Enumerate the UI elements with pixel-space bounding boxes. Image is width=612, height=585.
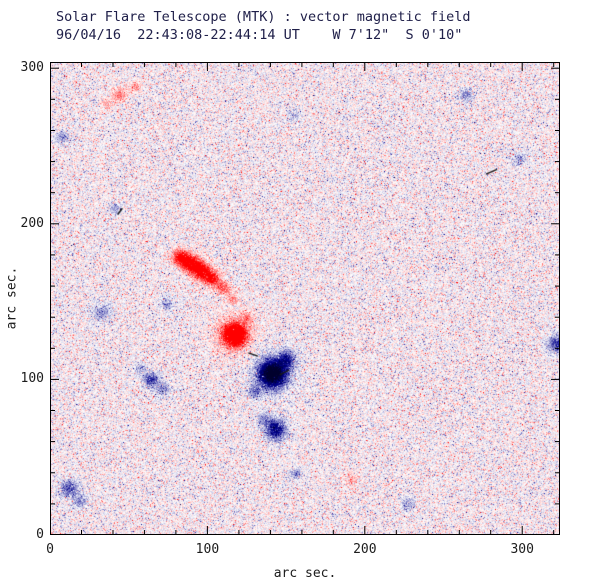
y-axis-label: arc sec.	[4, 266, 20, 330]
x-axis-label: arc sec.	[273, 566, 337, 581]
chart-subtitle: 96/04/16 22:43:08-22:44:14 UT W 7'12" S …	[56, 27, 463, 43]
x-tick-label: 0	[46, 542, 54, 557]
magnetogram-canvas	[50, 62, 560, 535]
y-tick-label: 100	[20, 371, 44, 387]
x-tick-label: 100	[195, 542, 220, 557]
y-tick-label: 0	[36, 527, 44, 542]
axes-frame	[50, 62, 560, 535]
y-tick-label: 300	[20, 60, 44, 76]
y-tick-label: 200	[20, 215, 44, 231]
chart-title: Solar Flare Telescope (MTK) : vector mag…	[56, 9, 471, 25]
x-tick-label: 200	[353, 542, 377, 557]
x-tick-label: 300	[510, 542, 534, 557]
